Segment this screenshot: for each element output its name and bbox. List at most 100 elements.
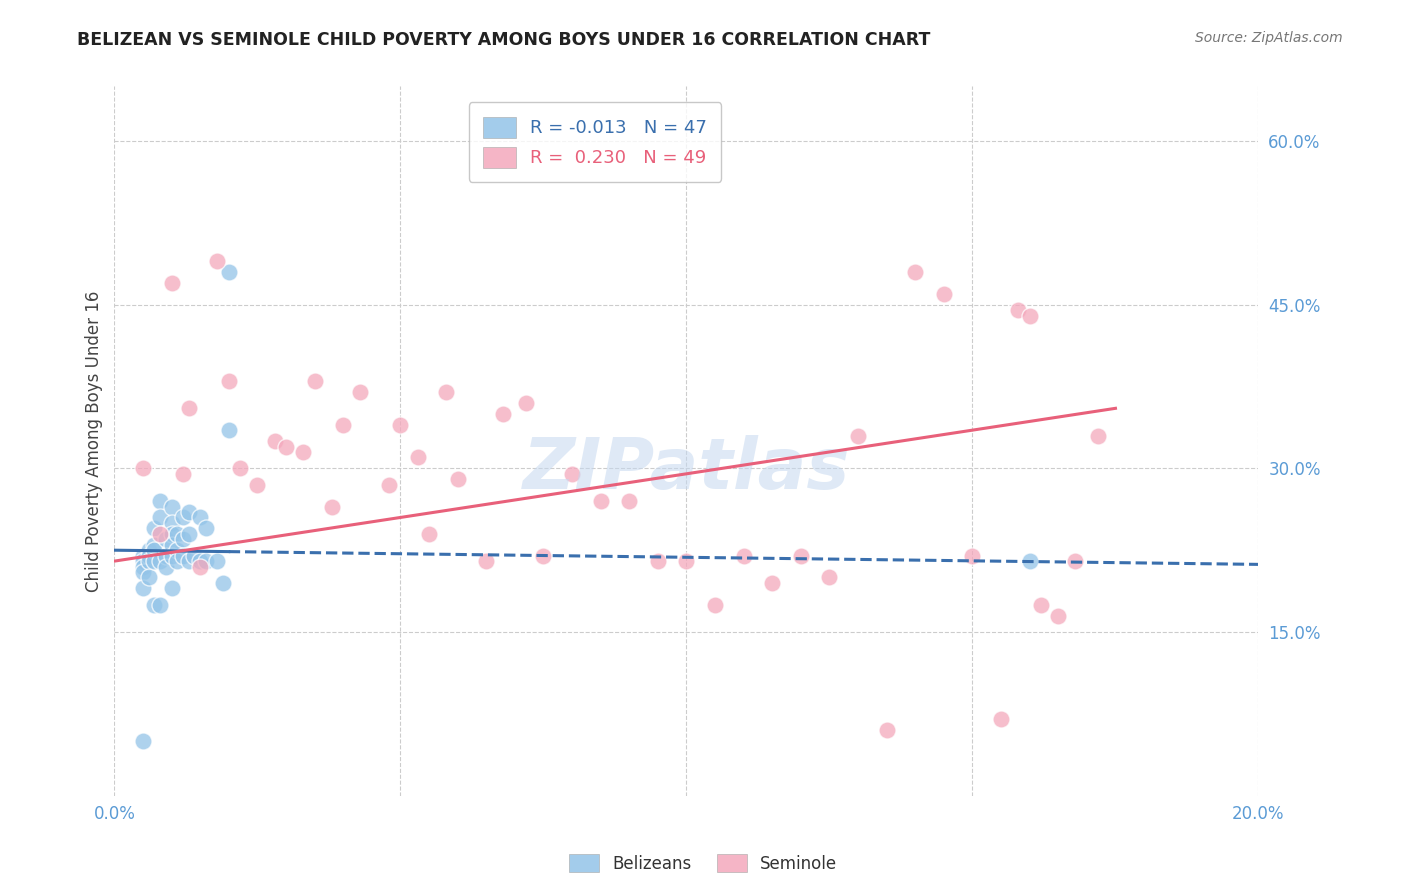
Point — [143, 554, 166, 568]
Point — [515, 396, 537, 410]
Point — [218, 265, 240, 279]
Point — [962, 549, 984, 563]
Point — [160, 549, 183, 563]
Point — [160, 276, 183, 290]
Point — [149, 598, 172, 612]
Point — [218, 374, 240, 388]
Point — [166, 554, 188, 568]
Point — [143, 538, 166, 552]
Point — [166, 543, 188, 558]
Point — [292, 445, 315, 459]
Point — [143, 543, 166, 558]
Point — [304, 374, 326, 388]
Point — [207, 254, 229, 268]
Point — [389, 417, 412, 432]
Point — [132, 734, 155, 748]
Point — [1029, 598, 1052, 612]
Point — [263, 434, 285, 448]
Y-axis label: Child Poverty Among Boys Under 16: Child Poverty Among Boys Under 16 — [86, 291, 103, 591]
Point — [446, 472, 468, 486]
Point — [138, 570, 160, 584]
Point — [160, 500, 183, 514]
Point — [761, 576, 783, 591]
Point — [349, 384, 371, 399]
Point — [876, 723, 898, 738]
Point — [1064, 554, 1087, 568]
Point — [932, 286, 955, 301]
Point — [172, 467, 194, 481]
Point — [155, 533, 177, 547]
Point — [132, 549, 155, 563]
Point — [149, 494, 172, 508]
Point — [177, 554, 200, 568]
Point — [704, 598, 727, 612]
Point — [990, 712, 1012, 726]
Point — [1018, 309, 1040, 323]
Point — [434, 384, 457, 399]
Point — [790, 549, 813, 563]
Point — [160, 582, 183, 596]
Point — [132, 559, 155, 574]
Point — [246, 477, 269, 491]
Point — [619, 494, 641, 508]
Point — [561, 467, 583, 481]
Point — [183, 549, 205, 563]
Point — [155, 559, 177, 574]
Point — [172, 510, 194, 524]
Point — [166, 526, 188, 541]
Point — [1047, 608, 1070, 623]
Text: Source: ZipAtlas.com: Source: ZipAtlas.com — [1195, 31, 1343, 45]
Point — [177, 526, 200, 541]
Point — [904, 265, 927, 279]
Point — [132, 554, 155, 568]
Point — [1018, 554, 1040, 568]
Legend: Belizeans, Seminole: Belizeans, Seminole — [562, 847, 844, 880]
Point — [149, 554, 172, 568]
Point — [143, 598, 166, 612]
Point — [229, 461, 252, 475]
Point — [212, 576, 235, 591]
Point — [194, 554, 217, 568]
Point — [1007, 303, 1029, 318]
Point — [143, 521, 166, 535]
Point — [160, 526, 183, 541]
Point — [132, 461, 155, 475]
Point — [733, 549, 755, 563]
Point — [406, 450, 429, 465]
Point — [188, 510, 211, 524]
Point — [188, 559, 211, 574]
Point — [149, 510, 172, 524]
Text: BELIZEAN VS SEMINOLE CHILD POVERTY AMONG BOYS UNDER 16 CORRELATION CHART: BELIZEAN VS SEMINOLE CHILD POVERTY AMONG… — [77, 31, 931, 49]
Point — [818, 570, 841, 584]
Point — [177, 401, 200, 416]
Point — [418, 526, 440, 541]
Point — [274, 440, 297, 454]
Point — [160, 516, 183, 530]
Legend: R = -0.013   N = 47, R =  0.230   N = 49: R = -0.013 N = 47, R = 0.230 N = 49 — [468, 103, 721, 182]
Point — [207, 554, 229, 568]
Point — [138, 554, 160, 568]
Point — [647, 554, 669, 568]
Point — [492, 407, 515, 421]
Text: ZIPatlas: ZIPatlas — [523, 435, 851, 504]
Point — [155, 549, 177, 563]
Point — [846, 428, 869, 442]
Point — [177, 505, 200, 519]
Point — [172, 533, 194, 547]
Point — [332, 417, 354, 432]
Point — [533, 549, 555, 563]
Point — [675, 554, 697, 568]
Point — [138, 549, 160, 563]
Point — [194, 521, 217, 535]
Point — [149, 526, 172, 541]
Point — [475, 554, 498, 568]
Point — [132, 565, 155, 579]
Point — [132, 582, 155, 596]
Point — [589, 494, 612, 508]
Point — [160, 538, 183, 552]
Point — [138, 543, 160, 558]
Point — [321, 500, 343, 514]
Point — [378, 477, 401, 491]
Point — [218, 423, 240, 437]
Point — [172, 549, 194, 563]
